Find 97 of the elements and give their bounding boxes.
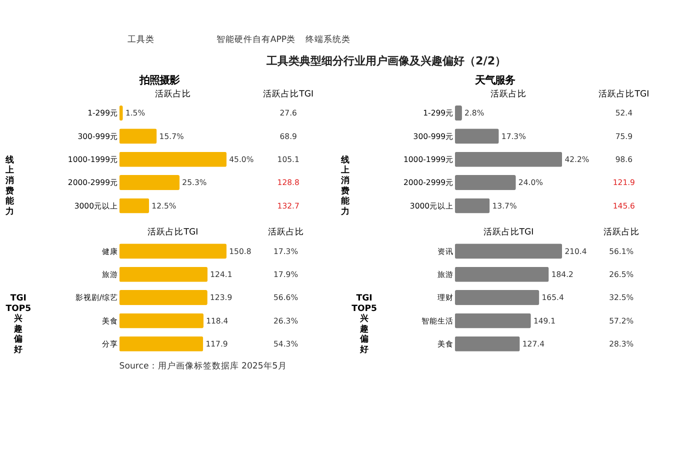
bar [454, 266, 549, 282]
bar [454, 198, 490, 214]
data-label: 132.7 [277, 201, 300, 210]
data-label: 105.1 [277, 154, 300, 164]
y-tick-label: 300-999元 [413, 132, 454, 141]
data-label: 42.2% [564, 154, 590, 164]
text: 工具类 [127, 34, 154, 46]
y-tick-label: 2000-2999元 [68, 178, 118, 188]
y-tick-label: 美食 [438, 339, 454, 348]
bar [119, 313, 204, 328]
y-tick-label: 资讯 [438, 246, 454, 256]
bar [454, 336, 520, 352]
data-label: 52.4 [615, 108, 633, 118]
bar [119, 128, 157, 144]
y-tick-label: 3000元以上 [74, 201, 118, 210]
series-label: 活跃占比TGI [483, 226, 534, 238]
data-label: 32.5% [609, 293, 634, 302]
y-tick-label: 智能生活 [422, 316, 454, 326]
y-axis-title: TGI TOP5兴趣偏好 [352, 294, 378, 356]
data-label: 54.3% [274, 339, 298, 348]
text: 终端系统类 [305, 34, 350, 46]
chart-title: 天气服务 [474, 74, 516, 86]
y-tick-label: 理财 [438, 293, 454, 302]
data-label: 17.9% [274, 270, 298, 279]
source-note: Source：用户画像标签数据库 2025年5月 [119, 360, 287, 372]
data-label: 124.1 [210, 270, 232, 279]
bar [454, 128, 499, 144]
bar [454, 175, 516, 190]
text: 活跃占比 [154, 88, 191, 100]
data-label: 26.5% [609, 270, 634, 279]
text: 智能硬件自有APP类 [216, 34, 296, 46]
y-tick-label: 1-299元 [423, 108, 454, 118]
data-label: 28.3% [609, 339, 634, 348]
data-label: 98.6 [615, 154, 633, 164]
bar [119, 266, 208, 282]
data-label: 12.5% [152, 201, 176, 210]
data-label: 145.6 [612, 201, 636, 210]
y-tick-label: 1000-1999元 [403, 154, 454, 164]
data-label: 13.7% [492, 201, 517, 210]
y-tick-label: 健康 [102, 246, 118, 256]
data-label: 184.2 [551, 270, 574, 279]
y-tick-label: 2000-2999元 [403, 178, 454, 188]
bar [454, 244, 562, 259]
data-label: 149.1 [533, 316, 556, 326]
bar [454, 290, 540, 306]
bar [454, 152, 562, 167]
data-label: 121.9 [612, 178, 636, 188]
y-tick-label: 1000-1999元 [68, 154, 118, 164]
text: 活跃占比TGI [263, 88, 314, 100]
data-label: 210.4 [564, 246, 587, 256]
y-tick-label: 美食 [102, 316, 118, 326]
data-label: 2.8% [464, 108, 484, 118]
series-label: 活跃占比TGI [148, 226, 198, 238]
y-tick-label: 1-299元 [88, 108, 118, 118]
data-label: 123.9 [210, 293, 232, 302]
bar [119, 198, 150, 214]
data-label: 1.5% [125, 108, 146, 118]
data-label: 25.3% [182, 178, 207, 188]
data-label: 15.7% [159, 132, 184, 141]
data-label: 117.9 [206, 339, 228, 348]
data-label: 24.0% [518, 178, 543, 188]
y-tick-label: 旅游 [102, 270, 118, 279]
bar [119, 336, 204, 352]
data-label: 56.1% [609, 246, 634, 256]
text: 活跃占比 [490, 88, 526, 100]
text: 活跃占比 [268, 226, 304, 238]
y-tick-label: 3000元以上 [410, 201, 454, 210]
data-label: 56.6% [274, 293, 298, 302]
data-label: 17.3% [274, 246, 298, 256]
data-label: 68.9 [280, 132, 298, 141]
chart-title: 拍照摄影 [138, 74, 180, 86]
bar [119, 290, 208, 306]
data-label: 118.4 [206, 316, 228, 326]
data-label: 26.3% [274, 316, 298, 326]
y-tick-label: 分享 [102, 339, 118, 348]
y-axis-title: 线上消费能力 [4, 154, 16, 217]
bar [119, 175, 180, 190]
y-axis-title: 线上消费能力 [340, 154, 351, 217]
data-label: 75.9 [615, 132, 633, 141]
y-tick-label: 影视剧/综艺 [75, 293, 118, 302]
bar [119, 152, 227, 167]
y-tick-label: 旅游 [438, 270, 454, 279]
y-axis-title: TGI TOP5兴趣偏好 [6, 294, 32, 356]
text: 活跃占比 [603, 226, 640, 238]
text: 工具类典型细分行业用户画像及兴趣偏好（2/2） [266, 54, 506, 68]
data-label: 150.8 [229, 246, 252, 256]
data-label: 17.3% [501, 132, 526, 141]
y-tick-label: 300-999元 [78, 132, 118, 141]
data-label: 165.4 [542, 293, 564, 302]
data-label: 128.8 [277, 178, 300, 188]
bar [454, 313, 531, 328]
data-label: 45.0% [229, 154, 254, 164]
data-label: 27.6 [280, 108, 298, 118]
bar [119, 244, 227, 259]
data-label: 127.4 [522, 339, 545, 348]
data-label: 57.2% [609, 316, 634, 326]
text: 活跃占比TGI [598, 88, 650, 100]
